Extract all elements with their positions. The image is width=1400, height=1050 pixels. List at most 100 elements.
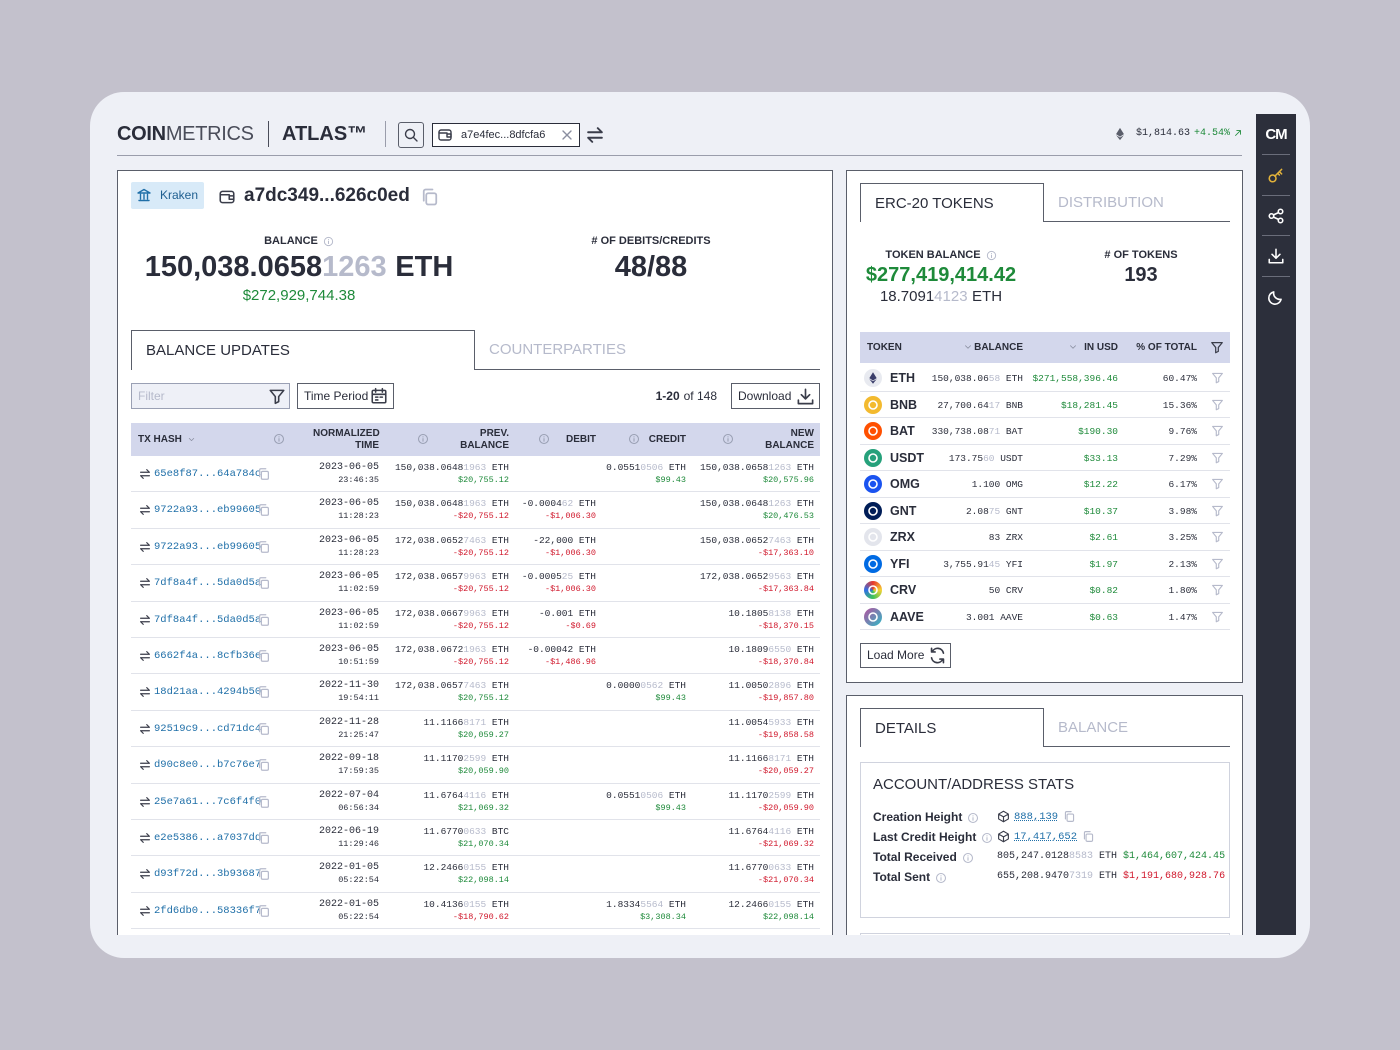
column-header[interactable]: NORMALIZED TIME (313, 428, 380, 451)
logo: COINMETRICS (117, 123, 254, 146)
tab-label: DISTRIBUTION (1058, 194, 1164, 211)
sidebar-moon[interactable] (1267, 288, 1285, 306)
token-symbol[interactable]: ETH (890, 371, 915, 385)
copy-icon[interactable] (257, 576, 271, 590)
sidebar-key[interactable] (1267, 166, 1285, 184)
tx-hash[interactable]: 9722a93...eb99605 (154, 540, 262, 553)
tx-hash[interactable]: 25e7a61...7c6f4f0 (154, 795, 262, 808)
column-header[interactable]: IN USD (1084, 342, 1118, 353)
copy-icon[interactable] (257, 795, 271, 809)
token-symbol[interactable]: YFI (890, 556, 910, 571)
column-header[interactable]: NEW BALANCE (765, 428, 814, 451)
copy-icon[interactable] (257, 467, 271, 481)
column-header[interactable]: PREV. BALANCE (460, 428, 509, 451)
tab[interactable]: BALANCE (1044, 708, 1230, 747)
sidebar-download[interactable] (1267, 247, 1285, 265)
filter-icon[interactable] (1211, 504, 1224, 517)
amount-unit: ETH (796, 571, 814, 583)
copy-icon[interactable] (257, 540, 271, 554)
tx-hash[interactable]: 18d21aa...4294b50 (154, 686, 262, 699)
filter-icon[interactable] (1211, 371, 1224, 384)
amount-faint: 0506 (640, 462, 664, 473)
token-symbol[interactable]: BAT (890, 424, 915, 438)
filter-icon[interactable] (1211, 557, 1224, 570)
token-symbol[interactable]: AAVE (890, 609, 924, 624)
load-more-button[interactable]: Load More (860, 643, 951, 668)
search-button[interactable] (398, 122, 424, 148)
tab[interactable]: COUNTERPARTIES (475, 330, 820, 370)
sidebar-logo[interactable]: CM (1265, 126, 1287, 143)
copy-icon[interactable] (1063, 810, 1076, 823)
token-share: 60.47% (1162, 373, 1197, 384)
swap-icon[interactable] (584, 124, 606, 146)
column-header[interactable]: TOKEN (867, 342, 902, 353)
tx-hash[interactable]: d90c8e0...b7c76e7 (154, 759, 262, 772)
usd-value: -$21,070.34 (757, 875, 814, 886)
copy-icon[interactable] (257, 503, 271, 517)
tab[interactable]: DETAILS (860, 708, 1044, 747)
column-header[interactable]: TX HASH (138, 434, 196, 445)
copy-icon[interactable] (257, 685, 271, 699)
copy-icon[interactable] (257, 649, 271, 663)
tab[interactable]: ERC-20 TOKENS (860, 183, 1044, 222)
amount-unit: ETH (491, 607, 509, 619)
stat-link[interactable]: 17,417,652 (1014, 831, 1078, 843)
filter-input[interactable]: Filter (131, 383, 290, 409)
token-symbol[interactable]: CRV (890, 583, 917, 597)
tab[interactable]: BALANCE UPDATES (131, 330, 475, 370)
filter-icon[interactable] (1211, 398, 1224, 411)
tx-hash[interactable]: 6662f4a...8cfb36e (154, 650, 262, 662)
token-symbol[interactable]: OMG (890, 477, 920, 491)
sidebar-share[interactable] (1267, 207, 1285, 225)
tx-hash[interactable]: 65e8f87...64a784c (154, 468, 262, 480)
amount: 11.11702599 ETH (423, 753, 509, 764)
icon-shape (140, 469, 150, 479)
tx-hash[interactable]: 7df8a4f...5da0d5a (154, 613, 262, 626)
copy-icon[interactable] (1082, 830, 1095, 843)
tx-hash[interactable]: d93f72d...3b93687 (154, 868, 262, 881)
tab[interactable]: DISTRIBUTION (1044, 183, 1230, 222)
copy-icon[interactable] (257, 758, 271, 772)
stat-link[interactable]: 888,139 (1014, 811, 1059, 823)
tx-hash[interactable]: 9722a93...eb99605 (154, 504, 262, 517)
amount-unit: ETH (796, 716, 814, 728)
filter-icon[interactable] (1211, 424, 1224, 437)
filter-icon[interactable] (1211, 610, 1224, 623)
copy-icon[interactable] (257, 722, 271, 736)
count-value: 48/88 (614, 251, 688, 283)
filter-icon[interactable] (1211, 530, 1224, 543)
amount-main: 11.1170 (728, 789, 769, 801)
token-symbol[interactable]: BNB (890, 397, 918, 412)
copy-icon[interactable] (257, 904, 271, 918)
download-button[interactable]: Download (731, 383, 820, 409)
icon-shape (259, 577, 267, 587)
clear-icon[interactable] (559, 127, 575, 143)
copy-icon[interactable] (420, 187, 440, 207)
token-symbol[interactable]: USDT (890, 450, 925, 465)
copy-icon[interactable] (257, 867, 271, 881)
copy-icon[interactable] (257, 831, 271, 845)
column-header[interactable]: CREDIT (648, 434, 686, 445)
tx-hash[interactable]: 2fd6db0...58336f7 (154, 904, 262, 917)
filter-icon[interactable] (1211, 451, 1224, 464)
copy-icon[interactable] (257, 613, 271, 627)
tx-hash[interactable]: e2e5386...a7037dd (154, 832, 262, 844)
icon (273, 433, 285, 445)
token-symbol[interactable]: GNT (890, 503, 917, 518)
tx-hash[interactable]: 92519c9...cd71dc4 (154, 722, 262, 735)
icon-shape (1212, 558, 1223, 569)
icon-shape (1212, 478, 1223, 490)
token-symbol[interactable]: ZRX (890, 530, 915, 544)
amount-unit: YFI (1005, 558, 1023, 570)
column-header[interactable]: BALANCE (974, 342, 1023, 353)
filter-icon[interactable] (1211, 477, 1224, 490)
entity-badge[interactable]: Kraken (131, 182, 204, 209)
address-input[interactable]: a7e4fec...8dfcfa6 (432, 123, 580, 147)
column-header[interactable]: DEBIT (566, 434, 596, 445)
column-header[interactable]: % OF TOTAL (1136, 342, 1197, 353)
icon (797, 388, 814, 405)
tx-hash[interactable]: 7df8a4f...5da0d5a (154, 577, 262, 590)
time-period-button[interactable]: Time Period (297, 383, 394, 409)
filter-icon[interactable] (1211, 583, 1224, 596)
icon-shape (137, 188, 151, 202)
